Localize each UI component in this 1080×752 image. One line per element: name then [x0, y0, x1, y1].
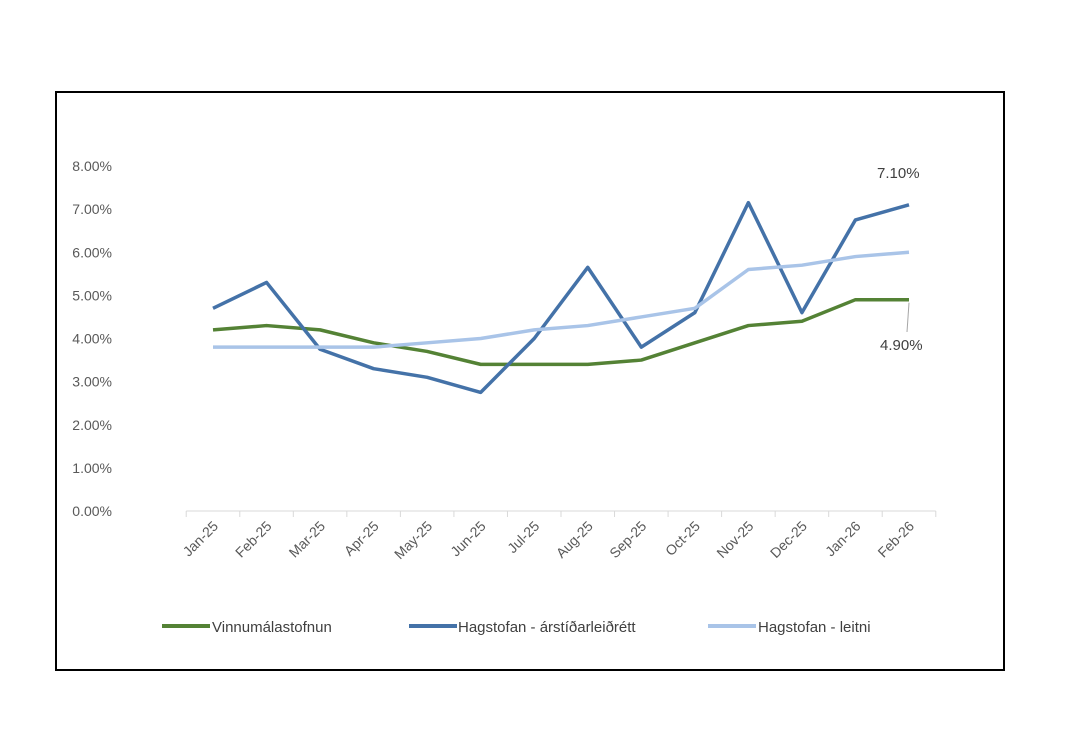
y-tick-label: 2.00%	[72, 417, 112, 433]
x-tick-label: Aug-25	[553, 518, 596, 561]
y-tick-label: 4.00%	[72, 331, 112, 347]
x-tick-label: Jan-26	[822, 518, 864, 560]
x-tick-label: Nov-25	[713, 518, 756, 561]
x-tick-label: Feb-26	[874, 518, 917, 561]
chart-frame: 0.00% 1.00% 2.00% 3.00% 4.00% 5.00% 6.00% 7.00%…	[55, 91, 1005, 671]
legend-label: Hagstofan - leitni	[758, 619, 871, 636]
x-tick-label: Sep-25	[606, 518, 649, 561]
x-tick-label: Dec-25	[767, 518, 810, 561]
legend-label: Vinnumálastofnun	[212, 619, 332, 636]
y-tick-label: 6.00%	[72, 244, 112, 260]
legend-label: Hagstofan - árstíðarleiðrétt	[458, 619, 636, 636]
y-tick-label: 0.00%	[72, 503, 112, 519]
y-tick-label: 5.00%	[72, 287, 112, 303]
series-line-2	[213, 250, 910, 349]
y-tick-label: 7.00%	[72, 201, 112, 217]
data-label: 4.90%	[880, 337, 923, 354]
line-chart: 0.00% 1.00% 2.00% 3.00% 4.00% 5.00% 6.00% 7.00%…	[72, 158, 937, 636]
series-line-1	[212, 200, 910, 395]
x-tick-label: Feb-25	[232, 518, 275, 561]
x-tick-label: Oct-25	[662, 518, 703, 559]
data-label: 7.10%	[877, 165, 920, 182]
data-label-leader	[906, 302, 910, 333]
y-tick-label: 3.00%	[72, 374, 112, 390]
series-line-0	[212, 297, 909, 367]
x-tick-label: Mar-25	[286, 518, 329, 561]
x-tick-label: Jun-25	[447, 518, 489, 560]
y-tick-label: 8.00%	[72, 158, 112, 174]
x-tick-label: Jan-25	[180, 518, 222, 560]
x-tick-label: May-25	[391, 518, 435, 562]
x-tick-label: Apr-25	[341, 518, 382, 559]
x-tick-label: Jul-25	[504, 518, 542, 556]
y-tick-label: 1.00%	[72, 460, 112, 476]
